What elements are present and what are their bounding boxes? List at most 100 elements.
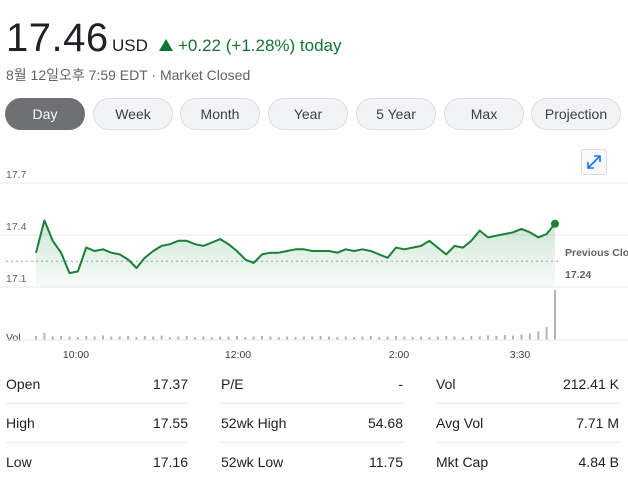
volume-bar	[102, 335, 104, 340]
volume-bar	[210, 337, 213, 340]
volume-label: Vol	[6, 332, 21, 344]
stats-column: P/E - 52wk High 54.68 52wk Low 11.75	[221, 365, 403, 481]
x-tick-label: 2:00	[389, 349, 410, 361]
up-arrow-icon	[159, 39, 173, 51]
stat-value: 11.75	[369, 454, 403, 470]
range-tab-projection[interactable]: Projection	[531, 98, 621, 130]
volume-bar	[319, 336, 322, 340]
y-tick-label: 17.1	[6, 273, 27, 285]
volume-bar	[503, 335, 506, 340]
range-tab-5-year[interactable]: 5 Year	[356, 98, 436, 130]
volume-bar	[495, 336, 498, 340]
volume-bar	[127, 336, 130, 340]
volume-bar	[51, 336, 54, 340]
volume-bar	[35, 336, 37, 340]
range-tab-month[interactable]: Month	[180, 98, 260, 130]
volume-bar	[269, 336, 272, 340]
volume-bar	[545, 327, 548, 340]
volume-bar	[143, 336, 146, 340]
previous-close-value: 17.24	[565, 269, 591, 281]
stat-value: 54.68	[367, 415, 403, 431]
volume-bar	[487, 335, 489, 340]
volume-bar	[185, 336, 188, 340]
price-line	[35, 219, 556, 275]
volume-bar	[470, 336, 473, 340]
volume-bar	[202, 336, 205, 340]
volume-bar	[403, 336, 406, 340]
x-axis-ticks: 10:00 12:00 2:00 3:30	[63, 349, 531, 361]
volume-bar	[461, 337, 464, 340]
range-tab-year[interactable]: Year	[268, 98, 348, 130]
volume-bar	[152, 336, 155, 340]
stat-row: Vol 212.41 K	[436, 365, 619, 404]
volume-bar	[420, 336, 423, 340]
volume-bar	[235, 336, 238, 340]
range-tab-week[interactable]: Week	[93, 98, 173, 130]
stat-value: 17.16	[152, 454, 188, 470]
stat-label: Avg Vol	[436, 415, 484, 431]
stat-value: 17.37	[152, 376, 188, 392]
stat-label: Vol	[436, 376, 456, 392]
volume-bar	[286, 336, 289, 340]
volume-bar	[386, 336, 389, 340]
stat-value: 212.41 K	[562, 376, 619, 392]
volume-bar	[453, 336, 456, 340]
volume-bar	[277, 337, 280, 340]
volume-bar	[344, 336, 347, 340]
stat-value: 17.55	[152, 415, 188, 431]
stat-row: Low 17.16	[6, 443, 188, 481]
volume-bar	[194, 337, 196, 340]
volume-bar	[554, 290, 556, 340]
stat-label: 52wk Low	[221, 454, 284, 470]
volume-bar	[528, 333, 531, 340]
volume-bar	[336, 337, 339, 340]
volume-bar	[177, 336, 180, 340]
stat-row: Avg Vol 7.71 M	[436, 404, 619, 443]
volume-bar	[378, 337, 381, 340]
volume-bar	[227, 336, 230, 340]
stat-value: -	[398, 376, 403, 392]
volume-bar	[219, 336, 222, 340]
volume-bar	[361, 336, 364, 340]
volume-bar	[93, 336, 96, 340]
volume-bar	[252, 336, 255, 340]
volume-bar	[118, 336, 121, 340]
volume-bar	[168, 337, 171, 340]
volume-bar	[110, 336, 113, 340]
previous-close-label: Previous Close:	[565, 247, 628, 259]
stock-price: 17.46	[6, 16, 109, 60]
stat-label: Low	[6, 454, 32, 470]
quote-header: 17.46 USD +0.22 (+1.28%) today	[6, 12, 622, 64]
range-tab-max[interactable]: Max	[444, 98, 524, 130]
volume-bar	[369, 336, 372, 340]
market-timestamp: 8월 12일오후 7:59 EDT · Market Closed	[6, 67, 251, 83]
x-tick-label: 10:00	[63, 349, 89, 361]
currency-label: USD	[112, 36, 148, 55]
volume-bar	[160, 335, 163, 340]
volume-bar	[428, 337, 431, 340]
stat-row: Open 17.37	[6, 365, 188, 404]
price-change: +0.22 (+1.28%) today	[159, 36, 342, 56]
expand-icon	[587, 155, 601, 169]
volume-bar	[445, 336, 448, 340]
volume-bar	[311, 336, 314, 340]
price-area	[36, 220, 555, 287]
volume-bar	[244, 337, 247, 340]
stat-label: P/E	[221, 376, 244, 392]
range-tab-day[interactable]: Day	[5, 98, 85, 130]
stat-row: High 17.55	[6, 404, 188, 443]
stat-label: Open	[6, 376, 41, 392]
volume-bar	[43, 333, 46, 340]
expand-chart-button[interactable]	[581, 149, 607, 175]
stat-row: 52wk Low 11.75	[221, 443, 403, 481]
volume-bar	[76, 337, 79, 340]
y-axis-ticks: 17.7 17.4 17.1	[6, 169, 27, 285]
volume-bar	[135, 337, 138, 340]
volume-bars	[6, 290, 628, 341]
volume-bar	[537, 331, 540, 340]
stat-label: 52wk High	[221, 415, 287, 431]
volume-bar	[328, 336, 330, 340]
volume-bar	[520, 334, 523, 340]
last-price-dot	[551, 219, 559, 228]
volume-bar	[294, 337, 297, 340]
